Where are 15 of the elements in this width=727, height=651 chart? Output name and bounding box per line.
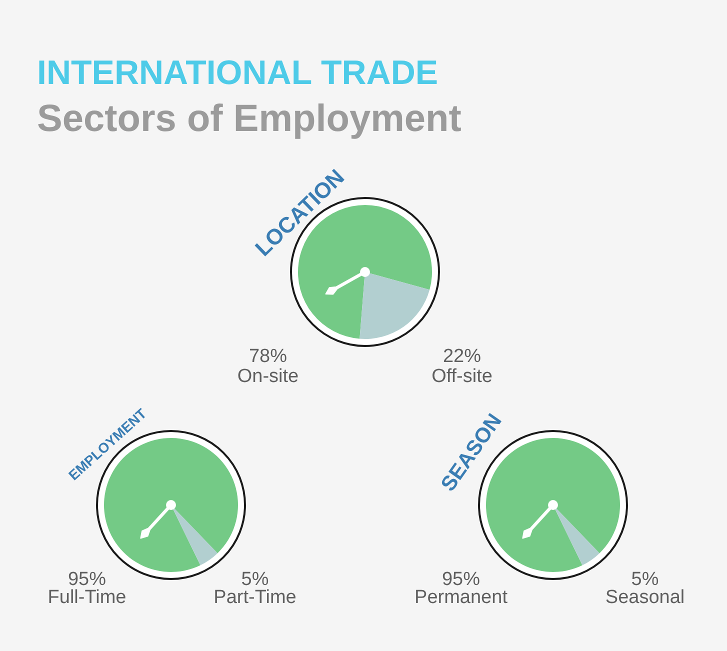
data-label: 95%: [442, 569, 480, 590]
data-label: 78%: [248, 346, 288, 367]
text: Sectors of Employment: [37, 98, 462, 140]
text: INTERNATIONAL TRADE: [37, 54, 438, 92]
data-label: 95%: [68, 569, 106, 590]
data-label: 22%: [442, 346, 482, 367]
slice-label: On-site: [237, 366, 299, 387]
slice-label: Permanent: [414, 587, 508, 608]
slice-label: Part-Time: [214, 587, 296, 608]
data-label: 5%: [241, 569, 269, 590]
slice-label: Full-Time: [48, 587, 126, 608]
slice-label: Seasonal: [605, 587, 685, 608]
data-label: 5%: [631, 569, 659, 590]
pie-slice: [360, 272, 430, 339]
slice-label: Off-site: [432, 366, 492, 387]
